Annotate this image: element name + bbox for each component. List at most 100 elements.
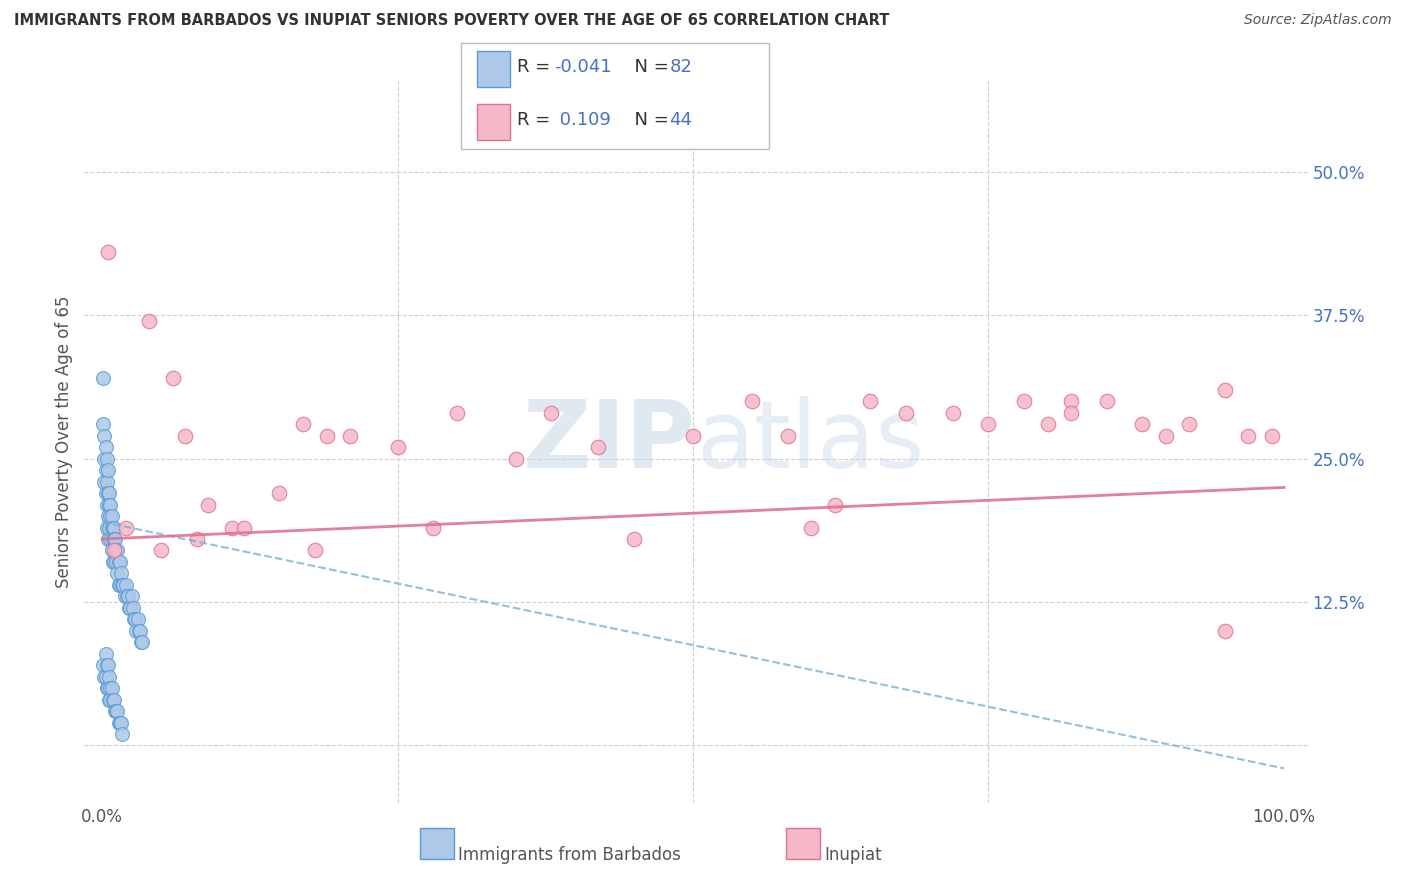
Point [121, 600, 143, 615]
Point [97, 681, 120, 695]
Point [97, 245, 120, 260]
Point [623, 532, 645, 546]
Point [125, 624, 148, 638]
Point [129, 624, 152, 638]
Point [94, 486, 117, 500]
Point [387, 440, 409, 454]
Point [103, 692, 125, 706]
Point [977, 417, 1000, 432]
Point [93, 475, 115, 489]
Point [1130, 417, 1153, 432]
Point [105, 704, 128, 718]
Point [98, 498, 121, 512]
Point [104, 704, 127, 718]
Point [98, 486, 121, 500]
Point [103, 520, 125, 534]
Point [942, 406, 965, 420]
Point [97, 463, 120, 477]
Point [232, 520, 254, 534]
Point [107, 566, 129, 581]
Point [108, 555, 131, 569]
Point [112, 578, 135, 592]
Text: Immigrants from Barbados: Immigrants from Barbados [458, 846, 682, 863]
Point [824, 498, 846, 512]
Point [100, 543, 122, 558]
Point [292, 417, 315, 432]
Point [91, 658, 114, 673]
Point [110, 715, 132, 730]
Point [741, 394, 763, 409]
Text: R =: R = [517, 58, 557, 76]
Point [315, 429, 337, 443]
Point [588, 440, 610, 454]
Point [127, 612, 149, 626]
Point [128, 624, 150, 638]
Point [97, 532, 120, 546]
Point [98, 692, 121, 706]
Point [1237, 429, 1260, 443]
Point [120, 600, 142, 615]
Text: ZIP: ZIP [523, 395, 696, 488]
Point [117, 590, 139, 604]
Point [97, 658, 120, 673]
Point [96, 658, 118, 673]
Text: atlas: atlas [696, 395, 924, 488]
Point [110, 566, 132, 581]
Point [94, 670, 117, 684]
Point [114, 590, 136, 604]
Point [540, 406, 562, 420]
Point [97, 509, 120, 524]
Point [114, 578, 136, 592]
Point [101, 692, 124, 706]
Point [1154, 429, 1177, 443]
Text: 0.109: 0.109 [554, 112, 610, 129]
Point [124, 612, 146, 626]
Point [107, 704, 129, 718]
Point [1036, 417, 1059, 432]
Point [446, 406, 468, 420]
Point [105, 543, 128, 558]
Point [131, 635, 153, 649]
Point [107, 578, 129, 592]
Point [121, 590, 143, 604]
Point [776, 429, 799, 443]
Text: Source: ZipAtlas.com: Source: ZipAtlas.com [1244, 13, 1392, 28]
Point [94, 463, 117, 477]
Point [94, 647, 117, 661]
Point [101, 520, 124, 534]
Point [98, 692, 121, 706]
Point [101, 532, 124, 546]
Point [1213, 624, 1236, 638]
Point [100, 509, 122, 524]
Point [96, 498, 118, 512]
Point [422, 520, 444, 534]
Point [505, 451, 527, 466]
Point [93, 670, 115, 684]
Point [150, 543, 173, 558]
Text: N =: N = [623, 112, 675, 129]
Point [118, 600, 141, 615]
Point [162, 371, 184, 385]
Point [221, 520, 243, 534]
Point [100, 681, 122, 695]
Point [339, 429, 361, 443]
Point [173, 429, 195, 443]
Point [103, 543, 125, 558]
Point [103, 555, 125, 569]
Point [115, 590, 138, 604]
Point [1060, 406, 1083, 420]
Point [138, 314, 160, 328]
Text: IMMIGRANTS FROM BARBADOS VS INUPIAT SENIORS POVERTY OVER THE AGE OF 65 CORRELATI: IMMIGRANTS FROM BARBADOS VS INUPIAT SENI… [14, 13, 890, 29]
Point [91, 371, 114, 385]
Point [1261, 429, 1284, 443]
Point [96, 475, 118, 489]
Point [97, 486, 120, 500]
Point [304, 543, 326, 558]
Text: Inupiat: Inupiat [824, 846, 882, 863]
Point [101, 555, 124, 569]
Point [111, 578, 134, 592]
Point [96, 451, 118, 466]
Point [91, 417, 114, 432]
Point [103, 532, 125, 546]
Text: -0.041: -0.041 [554, 58, 612, 76]
